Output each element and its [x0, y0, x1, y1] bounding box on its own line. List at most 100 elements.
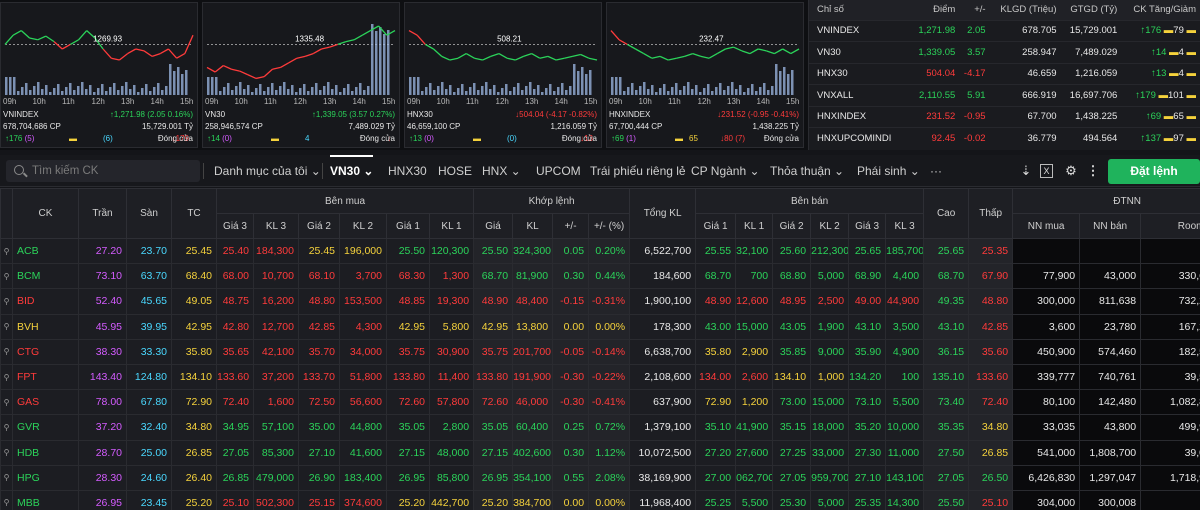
- pin-icon[interactable]: ⚲: [0, 288, 13, 315]
- pin-icon[interactable]: ⚲: [0, 464, 13, 491]
- pin-icon[interactable]: ⚲: [0, 439, 13, 466]
- header-high[interactable]: Cao: [923, 188, 970, 239]
- volume-bar: [715, 87, 718, 95]
- board-row-bcm[interactable]: ⚲ BCM 73.10 63.70 68.40 68.00 10,700 68.10 3,700…: [0, 263, 1200, 290]
- more-tabs-button[interactable]: ···: [930, 164, 942, 178]
- pin-icon[interactable]: ⚲: [0, 263, 13, 290]
- header-low[interactable]: Thấp: [968, 188, 1014, 239]
- pin-icon[interactable]: ⚲: [0, 313, 13, 340]
- bid-price-1: 48.85: [386, 288, 430, 315]
- tab-ph-i-sinh[interactable]: Phái sinh ⌄: [857, 155, 920, 187]
- header-reference[interactable]: TC: [171, 188, 217, 239]
- excel-icon[interactable]: X: [1040, 164, 1053, 178]
- gear-icon[interactable]: ⚙: [1065, 163, 1077, 178]
- board-row-gvr[interactable]: ⚲ GVR 37.20 32.40 34.80 34.95 57,100 35.00 44,80…: [0, 414, 1200, 441]
- header-k2[interactable]: KL 2: [339, 213, 387, 239]
- board-row-acb[interactable]: ⚲ ACB 27.20 23.70 25.45 25.40 184,300 25.45 196,…: [0, 237, 1200, 265]
- header-sg3[interactable]: Giá 3: [848, 213, 887, 239]
- index-volume: 666.919: [989, 84, 1061, 106]
- header-chg[interactable]: +/-: [552, 213, 590, 239]
- index-table-row[interactable]: HNXUPCOMINDI 92.45 -0.02 36.779 494.564 ↑137 …: [809, 127, 1200, 149]
- tab-hose[interactable]: HOSE: [438, 155, 472, 187]
- header-mk[interactable]: KL: [512, 213, 554, 239]
- download-icon[interactable]: ⇣: [1020, 163, 1032, 178]
- pin-header[interactable]: [0, 188, 13, 239]
- index-table-row[interactable]: VNINDEX 1,271.98 2.05 678.705 15,729.001 ↑176…: [809, 19, 1200, 42]
- search-input[interactable]: Tìm kiếm CK: [6, 160, 200, 182]
- volume-bar: [17, 91, 20, 95]
- index-panel-hnx30[interactable]: 508.21 09h 10h 11h 12h 13h 14h 15h HNX30 ↓504.04 …: [404, 2, 602, 148]
- volume-bar: [85, 89, 88, 95]
- price-line-segment: [790, 48, 800, 55]
- index-panel-vnindex[interactable]: 1269.93 09h 10h 11h 12h 13h 14h 15h VNINDEX ↑1,27…: [0, 2, 198, 148]
- board-row-bvh[interactable]: ⚲ BVH 45.95 39.95 42.95 42.80 12,700 42.85 4,300…: [0, 313, 1200, 340]
- group-sell[interactable]: Bên bán: [695, 188, 925, 214]
- header-mp[interactable]: Giá: [473, 213, 514, 239]
- pin-icon[interactable]: ⚲: [0, 237, 13, 265]
- group-foreign[interactable]: ĐTNN: [1012, 188, 1200, 214]
- header-pct[interactable]: +/- (%): [588, 213, 631, 239]
- tab-hnx[interactable]: HNX ⌄: [482, 155, 521, 187]
- board-row-bid[interactable]: ⚲ BID 52.40 45.65 49.05 48.75 16,200 48.80 153,5…: [0, 288, 1200, 315]
- board-row-fpt[interactable]: ⚲ FPT 143.40 124.80 134.10 133.60 37,200 133.70…: [0, 363, 1200, 391]
- header-total-volume[interactable]: Tổng KL: [629, 188, 697, 239]
- volume-bar: [461, 84, 464, 95]
- volume-bar: [577, 71, 580, 95]
- bid-volume-1: 120,300: [428, 237, 475, 265]
- header-ceiling[interactable]: Trần: [78, 188, 127, 239]
- header-k3[interactable]: KL 3: [253, 213, 299, 239]
- volume-bar: [275, 90, 278, 95]
- header-sg2[interactable]: Giá 2: [772, 213, 812, 239]
- tab-danh-m-c-c-a-t-i[interactable]: Danh mục của tôi ⌄: [214, 155, 321, 187]
- header-sk1[interactable]: KL 1: [735, 213, 774, 239]
- ask-price-2: 35.15: [772, 414, 812, 441]
- symbol: CTG: [12, 338, 79, 365]
- group-match[interactable]: Khớp lệnh: [473, 188, 631, 214]
- header-g2[interactable]: Giá 2: [298, 213, 340, 239]
- board-row-gas[interactable]: ⚲ GAS 78.00 67.80 72.90 72.40 1,600 72.50 56,600…: [0, 389, 1200, 416]
- index-table-row[interactable]: VN30 1,339.05 3.57 258.947 7,489.029 ↑14 ▬4 ▬: [809, 41, 1200, 63]
- tab-vn30[interactable]: VN30 ⌄: [330, 155, 374, 187]
- place-order-button[interactable]: Đặt lệnh: [1108, 159, 1200, 184]
- board-row-ctg[interactable]: ⚲ CTG 38.30 33.30 35.80 35.65 42,100 35.70 34,00…: [0, 338, 1200, 365]
- index-table-row[interactable]: HNX30 504.04 -4.17 46.659 1,216.059 ↑13 ▬4 ▬: [809, 62, 1200, 85]
- tab-upcom[interactable]: UPCOM: [536, 155, 581, 187]
- pin-icon[interactable]: ⚲: [0, 489, 13, 510]
- index-table-row[interactable]: VNXALL 2,110.55 5.91 666.919 16,697.706 ↑179 …: [809, 84, 1200, 106]
- tab-tr-i-phi-u-ri-ng-l-[interactable]: Trái phiếu riêng lẻ: [590, 155, 686, 187]
- more-vertical-icon[interactable]: ⋮: [1086, 163, 1100, 178]
- header-sk3[interactable]: KL 3: [885, 213, 925, 239]
- index-panel-hnxindex[interactable]: 232.47 09h 10h 11h 12h 13h 14h 15h HNXINDEX ↓231.…: [606, 2, 804, 148]
- pin-icon[interactable]: ⚲: [0, 363, 13, 391]
- pin-icon[interactable]: ⚲: [0, 414, 13, 441]
- tab-hnx30[interactable]: HNX30: [388, 155, 427, 187]
- index-point: 504.04: [910, 62, 960, 85]
- floor-price: 33.30: [126, 338, 172, 365]
- board-row-hdb[interactable]: ⚲ HDB 28.70 25.00 26.85 27.05 85,300 27.10 41,60…: [0, 439, 1200, 466]
- index-table-row[interactable]: HNXINDEX 231.52 -0.95 67.700 1,438.225 ↑69 ▬6…: [809, 105, 1200, 128]
- board-row-mbb[interactable]: ⚲ MBB 26.95 23.45 25.20 25.10 502,300 25.15 374,…: [0, 489, 1200, 510]
- header-k1[interactable]: KL 1: [428, 213, 475, 239]
- header-nnbuy[interactable]: NN mua: [1012, 213, 1081, 239]
- volume-bar: [57, 84, 60, 95]
- volume-bar: [517, 83, 520, 95]
- header-ck[interactable]: CK: [12, 188, 79, 239]
- index-change: -4.17: [959, 62, 990, 85]
- tab-cp-ng-nh[interactable]: CP Ngành ⌄: [691, 155, 760, 187]
- pin-icon[interactable]: ⚲: [0, 389, 13, 416]
- header-floor[interactable]: Sàn: [126, 188, 172, 239]
- match-change-percent: -0.31%: [588, 288, 631, 315]
- group-buy[interactable]: Bên mua: [215, 188, 475, 214]
- header-sk2[interactable]: KL 2: [810, 213, 850, 239]
- ask-price-2: 27.05: [772, 464, 812, 491]
- header-sg1[interactable]: Giá 1: [695, 213, 737, 239]
- header-g1[interactable]: Giá 1: [386, 213, 430, 239]
- header-nnsell[interactable]: NN bán: [1079, 213, 1142, 239]
- volume-bar: [387, 30, 390, 95]
- header-g3[interactable]: Giá 3: [216, 213, 254, 239]
- pin-icon[interactable]: ⚲: [0, 338, 13, 365]
- tab-th-a-thu-n[interactable]: Thỏa thuận ⌄: [770, 155, 844, 187]
- header-room[interactable]: Room: [1140, 213, 1200, 239]
- index-panel-vn30[interactable]: 1335.48 09h 10h 11h 12h 13h 14h 15h VN30 ↑1,339.0…: [202, 2, 400, 148]
- board-row-hpg[interactable]: ⚲ HPG 28.30 24.60 26.40 26.85 479,000 26.90 183,…: [0, 464, 1200, 491]
